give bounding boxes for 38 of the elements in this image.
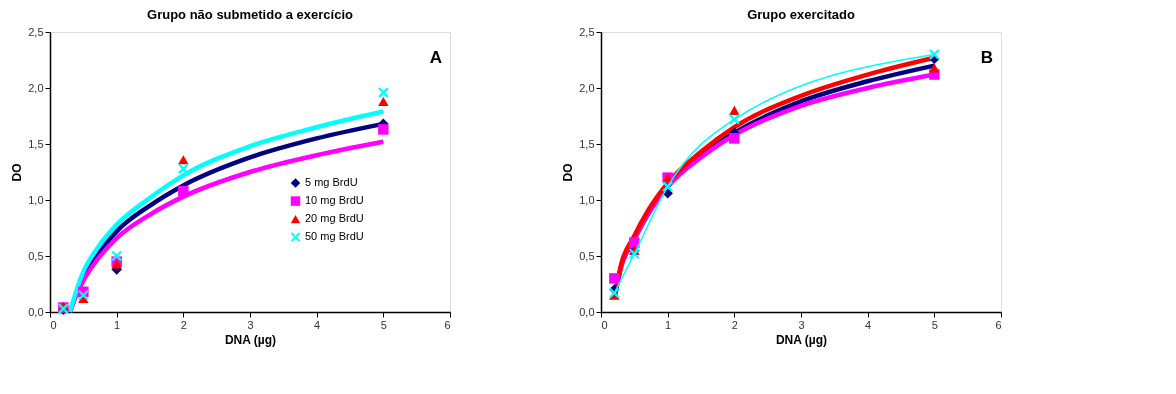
x-axis-title: DNA (µg) — [775, 332, 828, 347]
x-tick-label: 0 — [50, 318, 57, 331]
x-tick-label: 3 — [798, 318, 805, 331]
y-tick-label: 1,5 — [28, 137, 44, 150]
y-tick-label: 0,5 — [28, 249, 44, 262]
y-tick-label: 1,0 — [28, 193, 44, 206]
y-tick-label: 1,0 — [579, 193, 595, 206]
y-tick-label: 2,0 — [28, 81, 44, 94]
annotation: A — [429, 48, 442, 67]
x-tick-label: 6 — [995, 318, 1002, 331]
x-axis-title: DNA (µg) — [224, 332, 277, 347]
legend-label: 5 mg BrdU — [305, 176, 358, 189]
x-tick-label: 5 — [380, 318, 387, 331]
chart-title: Grupo não submetido a exercício — [147, 7, 353, 22]
x-tick-label: 1 — [114, 318, 121, 331]
legend-label: 10 mg BrdU — [305, 194, 364, 207]
annotation: B — [980, 48, 993, 67]
x-tick-label: 2 — [731, 318, 738, 331]
x-tick-label: 0 — [601, 318, 608, 331]
y-axis-title: DO — [10, 163, 25, 182]
y-tick-label: 2,5 — [28, 25, 44, 38]
x-tick-label: 4 — [865, 318, 872, 331]
y-tick-label: 1,5 — [579, 137, 595, 150]
legend-label: 50 mg BrdU — [305, 230, 364, 243]
x-tick-label: 1 — [665, 318, 672, 331]
y-tick-label: 2,5 — [579, 25, 595, 38]
y-tick-label: 2,0 — [579, 81, 595, 94]
x-tick-label: 5 — [931, 318, 938, 331]
legend-label: 20 mg BrdU — [305, 212, 364, 225]
y-tick-label: 0,5 — [579, 249, 595, 262]
y-tick-label: 0,0 — [28, 305, 44, 318]
x-tick-label: 2 — [180, 318, 187, 331]
y-axis-title: DO — [561, 163, 576, 182]
chart-title: Grupo exercitado — [747, 7, 855, 22]
x-tick-label: 4 — [314, 318, 321, 331]
y-tick-label: 0,0 — [579, 305, 595, 318]
x-tick-label: 6 — [444, 318, 451, 331]
x-tick-label: 3 — [247, 318, 254, 331]
